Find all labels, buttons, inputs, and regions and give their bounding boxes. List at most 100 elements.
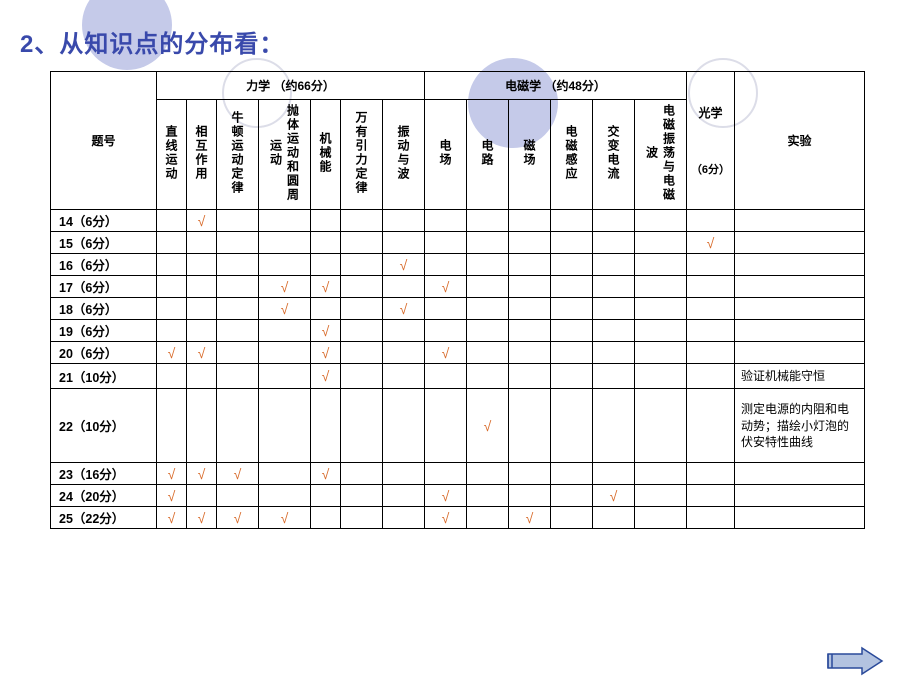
table-cell [187, 320, 217, 342]
table-cell: √ [187, 507, 217, 529]
table-cell [593, 507, 635, 529]
optics-label-1: 光学 [687, 104, 734, 121]
table-cell [425, 232, 467, 254]
optics-label-2: （6分） [687, 161, 734, 177]
table-cell [341, 364, 383, 389]
table-cell [551, 342, 593, 364]
table-cell [217, 298, 259, 320]
table-row: 17（6分）√√√ [51, 276, 865, 298]
table-cell [635, 320, 687, 342]
question-number: 20（6分） [51, 342, 157, 364]
table-cell [635, 298, 687, 320]
table-cell [425, 463, 467, 485]
header-qnum: 题号 [51, 72, 157, 210]
question-number: 24（20分） [51, 485, 157, 507]
table-cell [259, 210, 311, 232]
table-cell [593, 342, 635, 364]
table-cell: √ [157, 507, 187, 529]
table-cell: √ [311, 276, 341, 298]
table-cell [467, 507, 509, 529]
table-cell [687, 254, 735, 276]
table-cell [467, 276, 509, 298]
table-cell [383, 320, 425, 342]
table-cell [157, 389, 187, 463]
table-cell [341, 276, 383, 298]
table-cell: √ [157, 342, 187, 364]
header-col9: 电路 [467, 100, 509, 210]
table-cell [425, 320, 467, 342]
table-cell [259, 485, 311, 507]
table-cell: √ [425, 507, 467, 529]
table-cell [551, 463, 593, 485]
table-cell [593, 232, 635, 254]
header-mechanics: 力学 （约66分） [157, 72, 425, 100]
table-row: 25（22分）√√√√√√ [51, 507, 865, 529]
table-cell [551, 232, 593, 254]
table-cell [217, 254, 259, 276]
knowledge-table: 题号 力学 （约66分） 电磁学 （约48分） 光学 （6分） 实验 直线运动 … [50, 71, 865, 529]
table-cell: √ [383, 298, 425, 320]
table-cell [735, 507, 865, 529]
table-cell [311, 389, 341, 463]
header-col7: 振动与波 [383, 100, 425, 210]
table-cell: √ [259, 507, 311, 529]
table-cell: √ [187, 210, 217, 232]
header-col13: 电磁振荡与电磁波 [635, 100, 687, 210]
header-col8: 电场 [425, 100, 467, 210]
table-cell [217, 485, 259, 507]
table-cell [217, 232, 259, 254]
table-cell [687, 210, 735, 232]
header-col3: 牛顿运动定律 [217, 100, 259, 210]
table-cell: √ [311, 463, 341, 485]
table-cell [593, 254, 635, 276]
table-cell [383, 232, 425, 254]
table-cell [311, 210, 341, 232]
table-cell [635, 254, 687, 276]
table-cell [551, 298, 593, 320]
table-cell: √ [157, 485, 187, 507]
header-exp: 实验 [735, 72, 865, 210]
table-cell [593, 463, 635, 485]
header-col6: 万有引力定律 [341, 100, 383, 210]
question-number: 18（6分） [51, 298, 157, 320]
table-cell: √ [217, 463, 259, 485]
table-row: 21（10分）√验证机械能守恒 [51, 364, 865, 389]
table-cell [259, 463, 311, 485]
table-cell [341, 320, 383, 342]
next-arrow-icon[interactable] [826, 644, 886, 678]
table-cell [383, 507, 425, 529]
table-cell [593, 298, 635, 320]
table-row: 24（20分）√√√ [51, 485, 865, 507]
table-cell [687, 320, 735, 342]
table-cell [509, 485, 551, 507]
table-cell [467, 210, 509, 232]
table-cell: √ [687, 232, 735, 254]
table-cell [509, 254, 551, 276]
question-number: 14（6分） [51, 210, 157, 232]
table-cell [509, 276, 551, 298]
table-cell [735, 276, 865, 298]
table-cell [341, 463, 383, 485]
table-cell [509, 342, 551, 364]
table-cell [635, 232, 687, 254]
table-cell: √ [217, 507, 259, 529]
table-cell [551, 276, 593, 298]
table-cell [217, 389, 259, 463]
table-cell [551, 389, 593, 463]
question-number: 22（10分） [51, 389, 157, 463]
table-cell [341, 485, 383, 507]
table-cell [425, 210, 467, 232]
table-cell [311, 507, 341, 529]
table-cell [467, 254, 509, 276]
table-cell [341, 298, 383, 320]
question-number: 16（6分） [51, 254, 157, 276]
table-cell [509, 232, 551, 254]
table-cell [341, 507, 383, 529]
table-cell [593, 389, 635, 463]
header-col11: 电磁感应 [551, 100, 593, 210]
table-cell [687, 507, 735, 529]
table-row: 14（6分） √ [51, 210, 865, 232]
table-cell [467, 485, 509, 507]
table-cell [509, 210, 551, 232]
table-cell [735, 210, 865, 232]
